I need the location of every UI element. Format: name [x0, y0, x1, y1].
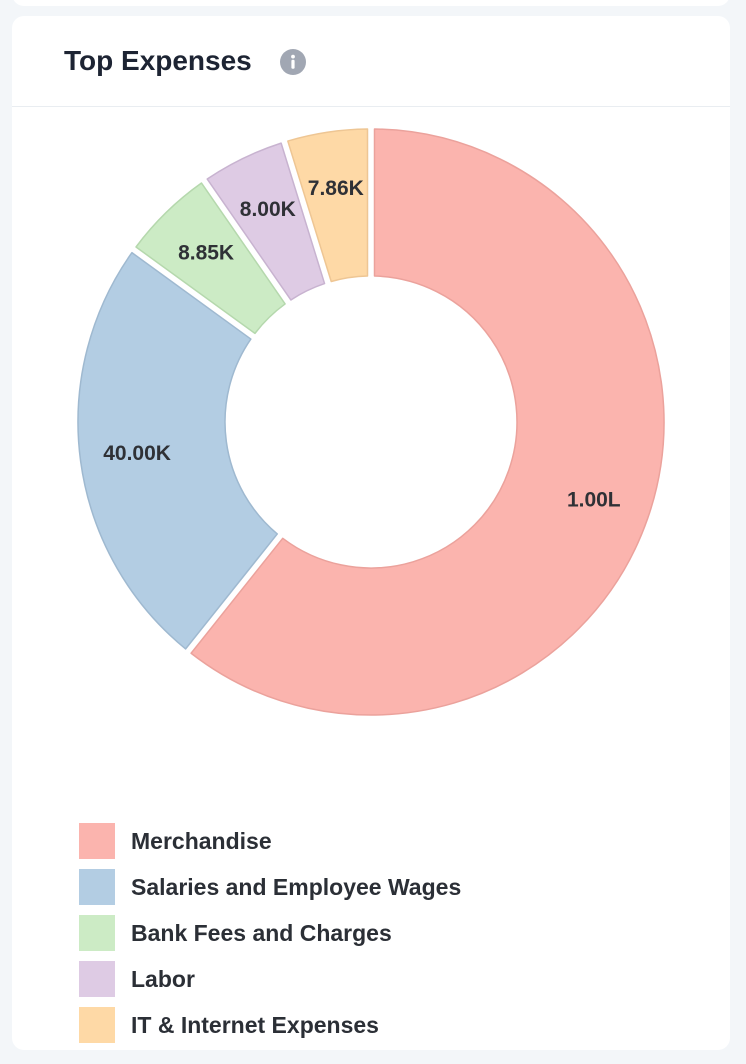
data-label: 8.00K — [240, 198, 296, 221]
data-label: 7.86K — [308, 177, 364, 200]
slice-bank-fees-and-charges[interactable] — [135, 182, 286, 335]
info-icon[interactable] — [280, 49, 306, 75]
legend-label: Bank Fees and Charges — [131, 919, 392, 946]
slice-it-internet-expenses[interactable] — [287, 128, 369, 283]
data-label: 1.00L — [567, 488, 621, 511]
data-label: 40.00K — [103, 442, 171, 465]
legend-swatch — [79, 915, 115, 951]
legend-item[interactable]: IT & Internet Expenses — [79, 1002, 461, 1048]
chart-legend: Merchandise Salaries and Employee Wages Ba… — [79, 818, 461, 1048]
slice-labor[interactable] — [206, 142, 326, 301]
legend-swatch — [79, 823, 115, 859]
donut-chart: 1.00L 40.00K 8.85K 8.00K 7.86K — [77, 128, 665, 716]
data-label: 8.85K — [178, 242, 234, 265]
legend-swatch — [79, 1007, 115, 1043]
legend-label: IT & Internet Expenses — [131, 1011, 379, 1038]
card-title: Top Expenses — [64, 45, 252, 76]
card-header: Top Expenses — [12, 16, 730, 107]
legend-swatch — [79, 869, 115, 905]
slice-salaries-and-employee-wages[interactable] — [77, 251, 279, 650]
legend-item[interactable]: Salaries and Employee Wages — [79, 864, 461, 910]
legend-label: Salaries and Employee Wages — [131, 873, 462, 900]
top-expenses-card: Top Expenses 1.00L 40.00K 8.85K 8.00K 7.86K … — [12, 16, 730, 1050]
legend-label: Labor — [131, 965, 195, 992]
chart-data-labels: 1.00L 40.00K 8.85K 8.00K 7.86K — [103, 177, 621, 511]
legend-swatch — [79, 961, 115, 997]
legend-item[interactable]: Labor — [79, 956, 461, 1002]
legend-label: Merchandise — [131, 827, 272, 854]
legend-item[interactable]: Bank Fees and Charges — [79, 910, 461, 956]
legend-item[interactable]: Merchandise — [79, 818, 461, 864]
previous-card — [12, 0, 730, 6]
slice-merchandise[interactable] — [190, 128, 665, 716]
chart-slices — [77, 128, 665, 716]
